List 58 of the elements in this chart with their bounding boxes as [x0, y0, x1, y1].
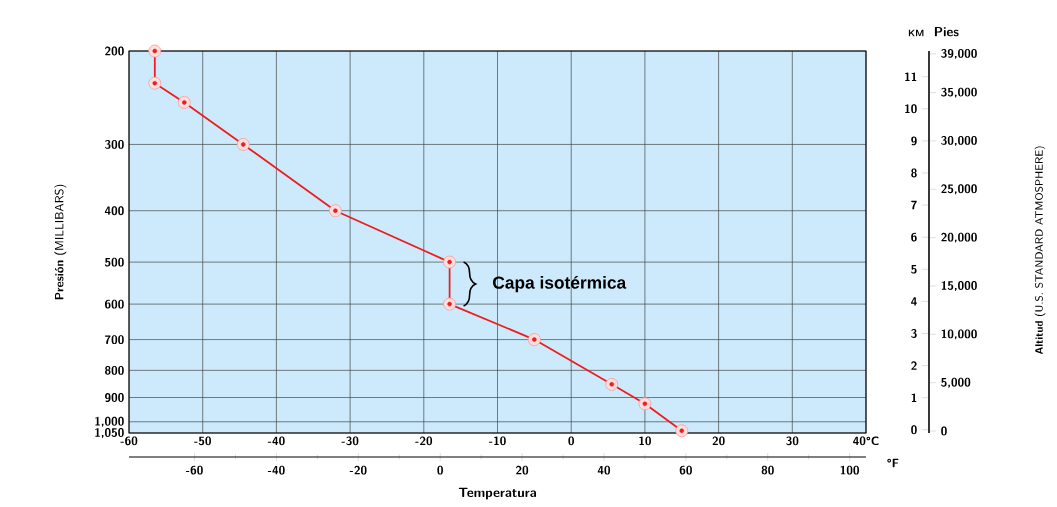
y3-tick-label: 30,000 [941, 136, 977, 146]
y3-tick-label: 5,000 [941, 377, 971, 388]
x-tick-label: -30 [341, 436, 359, 446]
annotation: Capa isotérmica [493, 275, 627, 293]
y2-tick-label: 7 [911, 200, 917, 210]
y2-tick-label: 3 [911, 329, 917, 338]
x-tick-label: -60 [120, 436, 138, 446]
y-tick-label: 1,000 [95, 416, 124, 427]
y-tick-label: 600 [105, 299, 124, 309]
y3-tick-label: 35,000 [941, 87, 977, 98]
x2-tick-label: -60 [185, 465, 203, 475]
text: Altitud (U.S. STANDARD ATMOSPHERE) [1034, 146, 1046, 355]
x2-tick-label: 40 [597, 465, 611, 475]
y3-tick-label: 0 [941, 426, 947, 436]
y2-tick-label: 10 [905, 104, 917, 114]
x2-tick-label: 0 [437, 465, 443, 475]
y2-tick-label: 11 [905, 72, 917, 81]
y2-tick-label: 4 [911, 297, 917, 306]
x2-tick-label: 20 [516, 465, 529, 475]
y2-tick-label: 0 [911, 425, 917, 435]
y2-tick-label: 5 [911, 264, 917, 274]
y3-tick-label: 15,000 [941, 281, 977, 291]
x-tick-label: -40 [267, 436, 285, 446]
x-tick-label: -10 [488, 436, 506, 446]
y3-axis-title: Pies [934, 26, 959, 37]
y2-axis-title: KM [908, 29, 924, 37]
y-tick-label: 700 [105, 335, 124, 345]
y2-tick-label: 1 [911, 393, 917, 402]
y-tick-label: 400 [104, 206, 124, 216]
y2-tick-label: 2 [911, 361, 917, 370]
x-tick-label: -50 [194, 436, 211, 446]
x2-tick-label: -40 [267, 465, 285, 475]
x-tick-label: 10 [639, 436, 651, 446]
x2-tick-label: 100 [840, 465, 859, 475]
x-tick-label: -20 [415, 436, 433, 446]
y-tick-label: 900 [105, 393, 124, 402]
y3-tick-label: 25,000 [941, 184, 977, 195]
x-tick-label: 30 [786, 436, 799, 446]
x-tick-label: 40°C [853, 436, 879, 446]
y-tick-label: 200 [105, 46, 124, 56]
y2-tick-label: 9 [911, 136, 917, 146]
y-tick-label: 300 [105, 140, 124, 149]
x-tick-label: 20 [712, 436, 725, 446]
y-tick-label: 800 [105, 365, 124, 375]
y2-tick-label: 6 [911, 232, 917, 242]
x2-axis-title: °F [887, 458, 899, 468]
y3-tick-label: 20,000 [941, 232, 977, 243]
y-tick-label: 1,050 [95, 428, 124, 438]
x-axis-title: Temperatura [458, 487, 537, 500]
y3-tick-label: 10,000 [941, 329, 977, 340]
x-tick-label: 0 [568, 436, 574, 446]
y3-tick-label: 39,000 [941, 48, 977, 59]
x2-tick-label: 60 [679, 465, 692, 475]
y-axis-title: Presión (MILLIBARS) [54, 184, 67, 300]
y-tick-label: 500 [104, 257, 124, 267]
x2-tick-label: 80 [761, 465, 774, 475]
x2-tick-label: -20 [349, 465, 367, 475]
y2-tick-label: 8 [911, 168, 917, 178]
